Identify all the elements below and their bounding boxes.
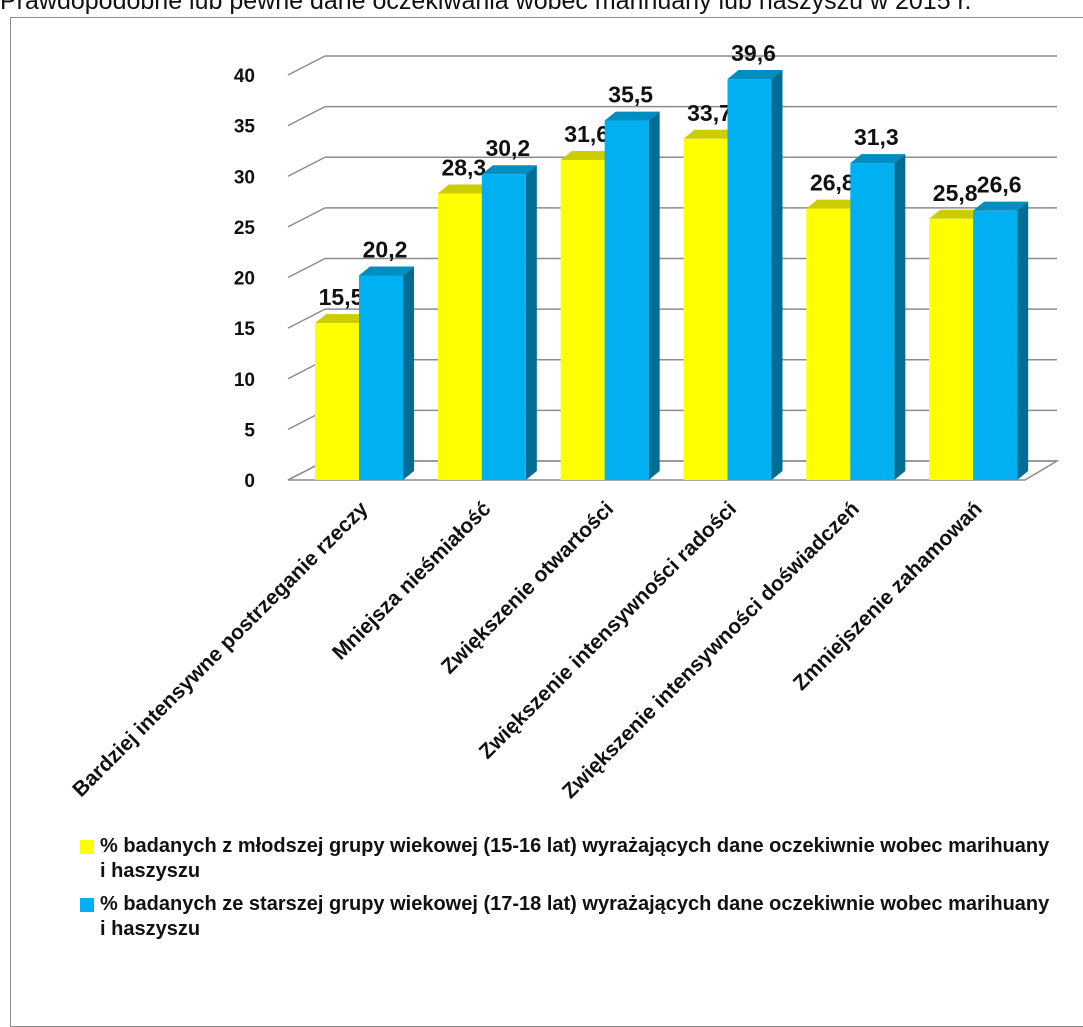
- bar-s0-c4: [806, 208, 851, 480]
- legend: % badanych z młodszej grupy wiekowej (15…: [80, 834, 1060, 950]
- bar-top-s1-c0: [359, 266, 414, 276]
- y-tick-label-40: 40: [234, 66, 255, 87]
- bar-top-s0-c5: [929, 209, 985, 219]
- bar-side-s1-c2: [648, 111, 660, 480]
- data-label-s0-c5: 25,8: [933, 180, 978, 206]
- data-label-s1-c1: 30,2: [485, 135, 530, 161]
- gridline-depth-20: [287, 257, 326, 279]
- gridline-depth-30: [287, 156, 326, 177]
- bar-s0-c5: [929, 218, 974, 480]
- bar-chart: 0 5 10 15 20 25 30 35 40 15,5 20,2 Bardziej intensy…: [68, 40, 1060, 803]
- data-label-s1-c2: 35,5: [608, 82, 653, 108]
- data-label-s1-c4: 31,3: [854, 124, 899, 150]
- bar-top-s1-c3: [727, 70, 783, 80]
- bar-s1-c0: [359, 275, 403, 480]
- y-tick-label-20: 20: [234, 269, 255, 290]
- gridline-depth-15: [287, 308, 326, 329]
- bar-s1-c3: [727, 79, 772, 481]
- bar-s0-c0: [315, 323, 359, 480]
- data-label-s1-c0: 20,2: [363, 236, 408, 262]
- y-tick-label-15: 15: [234, 319, 256, 340]
- y-tick-label-5: 5: [244, 420, 255, 441]
- data-label-s0-c2: 31,6: [564, 121, 609, 147]
- bar-side-s1-c3: [771, 70, 783, 481]
- bar-top-s1-c4: [850, 154, 906, 164]
- legend-swatch-younger: [80, 840, 94, 854]
- data-label-s0-c3: 33,7: [687, 100, 732, 126]
- bar-top-s0-c1: [437, 184, 493, 194]
- chart-title: Prawdopodobne lub pewne dane oczekiwania…: [0, 0, 972, 15]
- bar-top-s0-c2: [560, 151, 616, 161]
- data-label-s0-c1: 28,3: [441, 154, 486, 180]
- bar-top-s1-c2: [604, 111, 660, 121]
- data-label-s0-c4: 26,8: [810, 170, 855, 196]
- bar-top-s1-c5: [973, 201, 1029, 211]
- legend-label-younger: % badanych z młodszej grupy wiekowej (15…: [100, 835, 1050, 882]
- legend-label-older: % badanych ze starszej grupy wiekowej (1…: [100, 893, 1050, 940]
- gridline-depth-25: [287, 207, 326, 228]
- bar-side-s1-c5: [1017, 201, 1029, 481]
- y-tick-label-10: 10: [234, 370, 255, 391]
- floor: [287, 460, 1060, 481]
- legend-swatch-older: [80, 898, 94, 912]
- gridline-depth-35: [287, 105, 326, 127]
- bar-top-s0-c0: [315, 314, 370, 324]
- data-label-s1-c5: 26,6: [977, 172, 1022, 198]
- y-tick-label-25: 25: [234, 218, 256, 239]
- bar-top-s0-c4: [806, 199, 862, 209]
- legend-item-older: % badanych ze starszej grupy wiekowej (1…: [80, 892, 1060, 942]
- y-tick-label-0: 0: [244, 471, 255, 492]
- bar-side-s1-c4: [894, 154, 906, 480]
- bar-s0-c1: [437, 193, 482, 480]
- bar-side-s1-c0: [403, 266, 414, 480]
- bar-top-s0-c3: [683, 129, 739, 139]
- bar-top-s1-c1: [481, 165, 537, 175]
- bar-s1-c2: [604, 120, 649, 480]
- y-tick-label-30: 30: [234, 167, 255, 188]
- bar-s1-c5: [973, 210, 1018, 481]
- bar-side-s1-c1: [525, 165, 537, 480]
- bar-s0-c3: [683, 138, 728, 480]
- bar-s0-c2: [560, 160, 605, 481]
- data-label-s1-c3: 39,6: [731, 40, 776, 66]
- y-tick-label-35: 35: [234, 117, 256, 138]
- bar-s1-c1: [481, 174, 526, 480]
- data-label-s0-c0: 15,5: [319, 284, 364, 310]
- legend-item-younger: % badanych z młodszej grupy wiekowej (15…: [80, 834, 1060, 884]
- bar-s1-c4: [850, 163, 895, 480]
- gridline-depth-40: [287, 55, 326, 76]
- category-label-3: Zwiększenie intensywności radości: [475, 497, 741, 763]
- category-label-0: Bardziej intensywne postrzeganie rzeczy: [68, 497, 372, 801]
